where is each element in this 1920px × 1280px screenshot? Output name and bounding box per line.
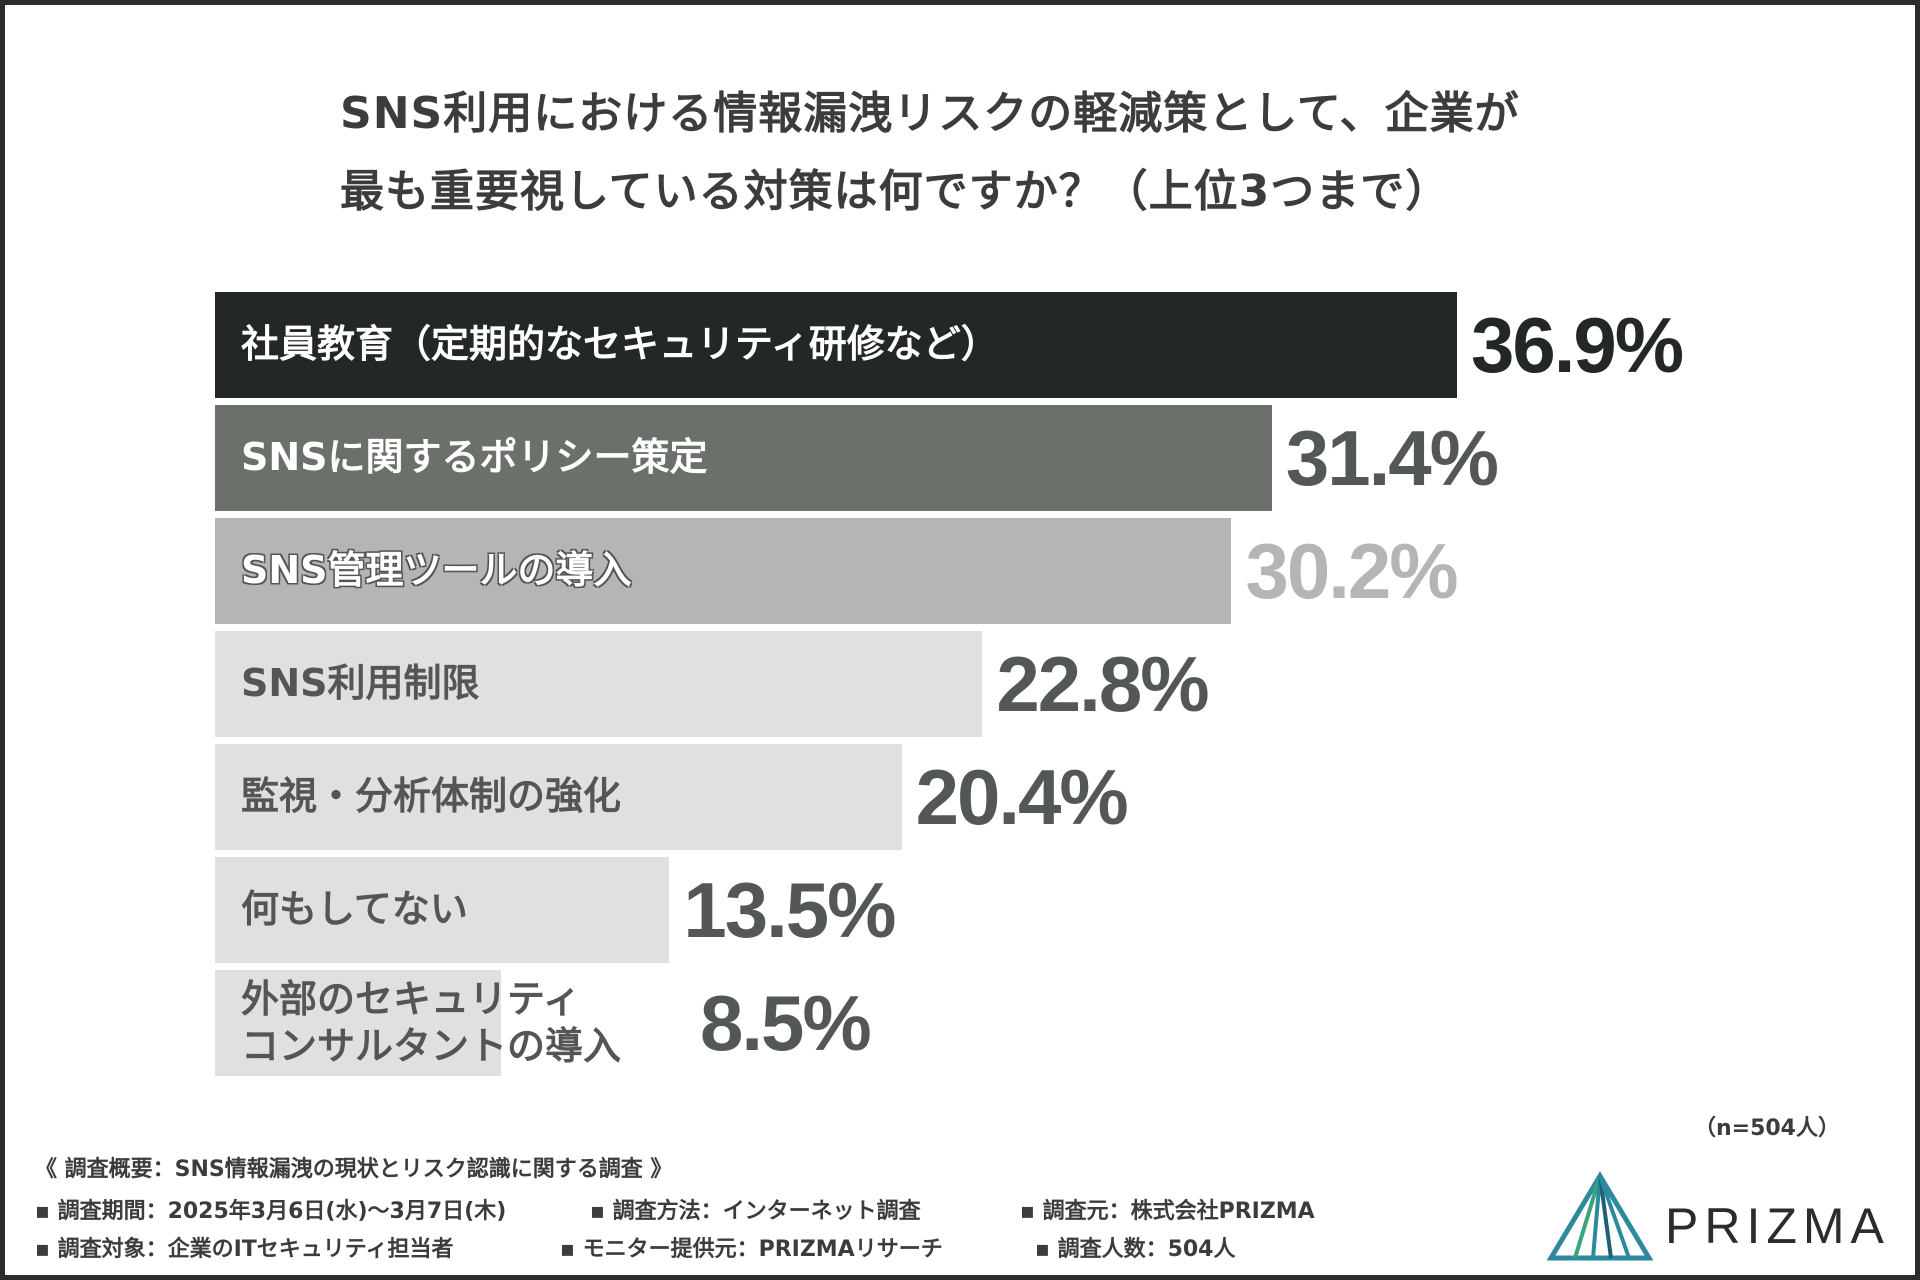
bar-value-2: 31.4% bbox=[1285, 414, 1499, 502]
bar-label-7: 外部のセキュリティ コンサルタントの導入 bbox=[241, 976, 622, 1069]
chart-title-line-2: 最も重要視している対策は何ですか？（上位3つまで） bbox=[340, 166, 1451, 217]
bar-6 bbox=[215, 857, 670, 963]
bar-value-4: 22.8% bbox=[996, 640, 1209, 728]
survey-heading: 《 調査概要：SNS情報漏洩の現状とリスク認識に関する調査 》 bbox=[35, 1157, 673, 1182]
bar-chart: 社員教育（定期的なセキュリティ研修など） 36.9% SNSに関するポリシー策定 31… bbox=[5, 5, 1920, 1105]
bar-value-5: 20.4% bbox=[915, 753, 1129, 841]
bar-2 bbox=[215, 405, 1272, 511]
bar-5 bbox=[215, 744, 902, 850]
bar-7 bbox=[215, 970, 502, 1076]
bar-label-5: 監視・分析体制の強化 bbox=[241, 774, 622, 819]
survey-target: ▪ 調査対象：企業のITセキュリティ担当者 bbox=[35, 1237, 454, 1262]
prizma-logo-icon bbox=[1546, 1171, 1654, 1261]
bar-label-6: 何もしてない bbox=[241, 887, 468, 932]
bar-4 bbox=[215, 631, 983, 737]
survey-count: ▪ 調査人数：504人 bbox=[1035, 1237, 1236, 1262]
chart-title-line-1: SNS利用における情報漏洩リスクの軽減策として、企業が bbox=[340, 88, 1520, 139]
survey-provider: ▪ モニター提供元：PRIZMAリサーチ bbox=[560, 1237, 943, 1262]
bar-1 bbox=[215, 292, 1457, 398]
bar-label-2: SNSに関するポリシー策定 bbox=[241, 435, 708, 480]
bar-value-6: 13.5% bbox=[683, 866, 896, 954]
bar-value-7: 8.5% bbox=[700, 979, 872, 1067]
survey-source: ▪ 調査元：株式会社PRIZMA bbox=[1020, 1199, 1315, 1224]
bar-value-3: 30.2% bbox=[1245, 527, 1458, 615]
bar-label-1: 社員教育（定期的なセキュリティ研修など） bbox=[241, 322, 999, 367]
bar-3 bbox=[215, 518, 1232, 624]
bar-label-3: SNS管理ツールの導入 bbox=[241, 548, 632, 593]
survey-period: ▪ 調査期間：2025年3月6日(水)〜3月7日(木) bbox=[35, 1199, 507, 1224]
prizma-logo-text: PRIZMA bbox=[1665, 1198, 1890, 1254]
bar-value-1: 36.9% bbox=[1471, 301, 1684, 389]
survey-method: ▪ 調査方法：インターネット調査 bbox=[590, 1199, 921, 1224]
sample-size: （n=504人） bbox=[1693, 1116, 1840, 1141]
bar-label-4: SNS利用制限 bbox=[241, 661, 480, 706]
